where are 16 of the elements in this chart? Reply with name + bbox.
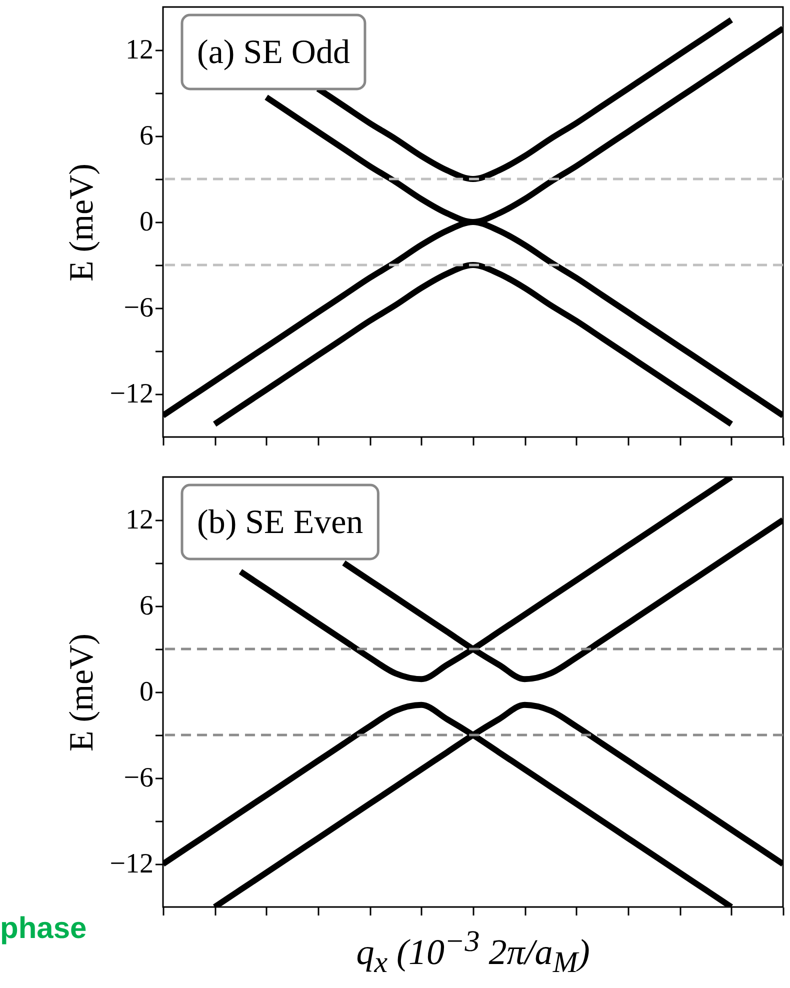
y-axis-title: E (meV)	[64, 633, 101, 752]
y-tick-label: 0	[140, 676, 154, 708]
text: phase	[0, 912, 87, 946]
y-tick-label: 6	[140, 590, 154, 622]
y-tick-label: 12	[126, 34, 154, 66]
y-tick-label: −6	[124, 762, 154, 794]
y-tick-label: 6	[140, 120, 154, 152]
y-tick-label: −6	[124, 292, 154, 324]
y-tick-label: 0	[140, 206, 154, 238]
y-axis-title: E (meV)	[64, 163, 101, 282]
y-tick-label: −12	[110, 848, 154, 880]
annotation: (a) SE Odd	[197, 34, 350, 71]
annotation: (b) SE Even	[197, 504, 364, 541]
y-tick-label: −12	[110, 378, 154, 410]
y-tick-label: 12	[126, 504, 154, 536]
x-axis-title: q$_{x}$ (10$^{−3}$ 2π/a$_{M}$)	[355, 925, 591, 980]
